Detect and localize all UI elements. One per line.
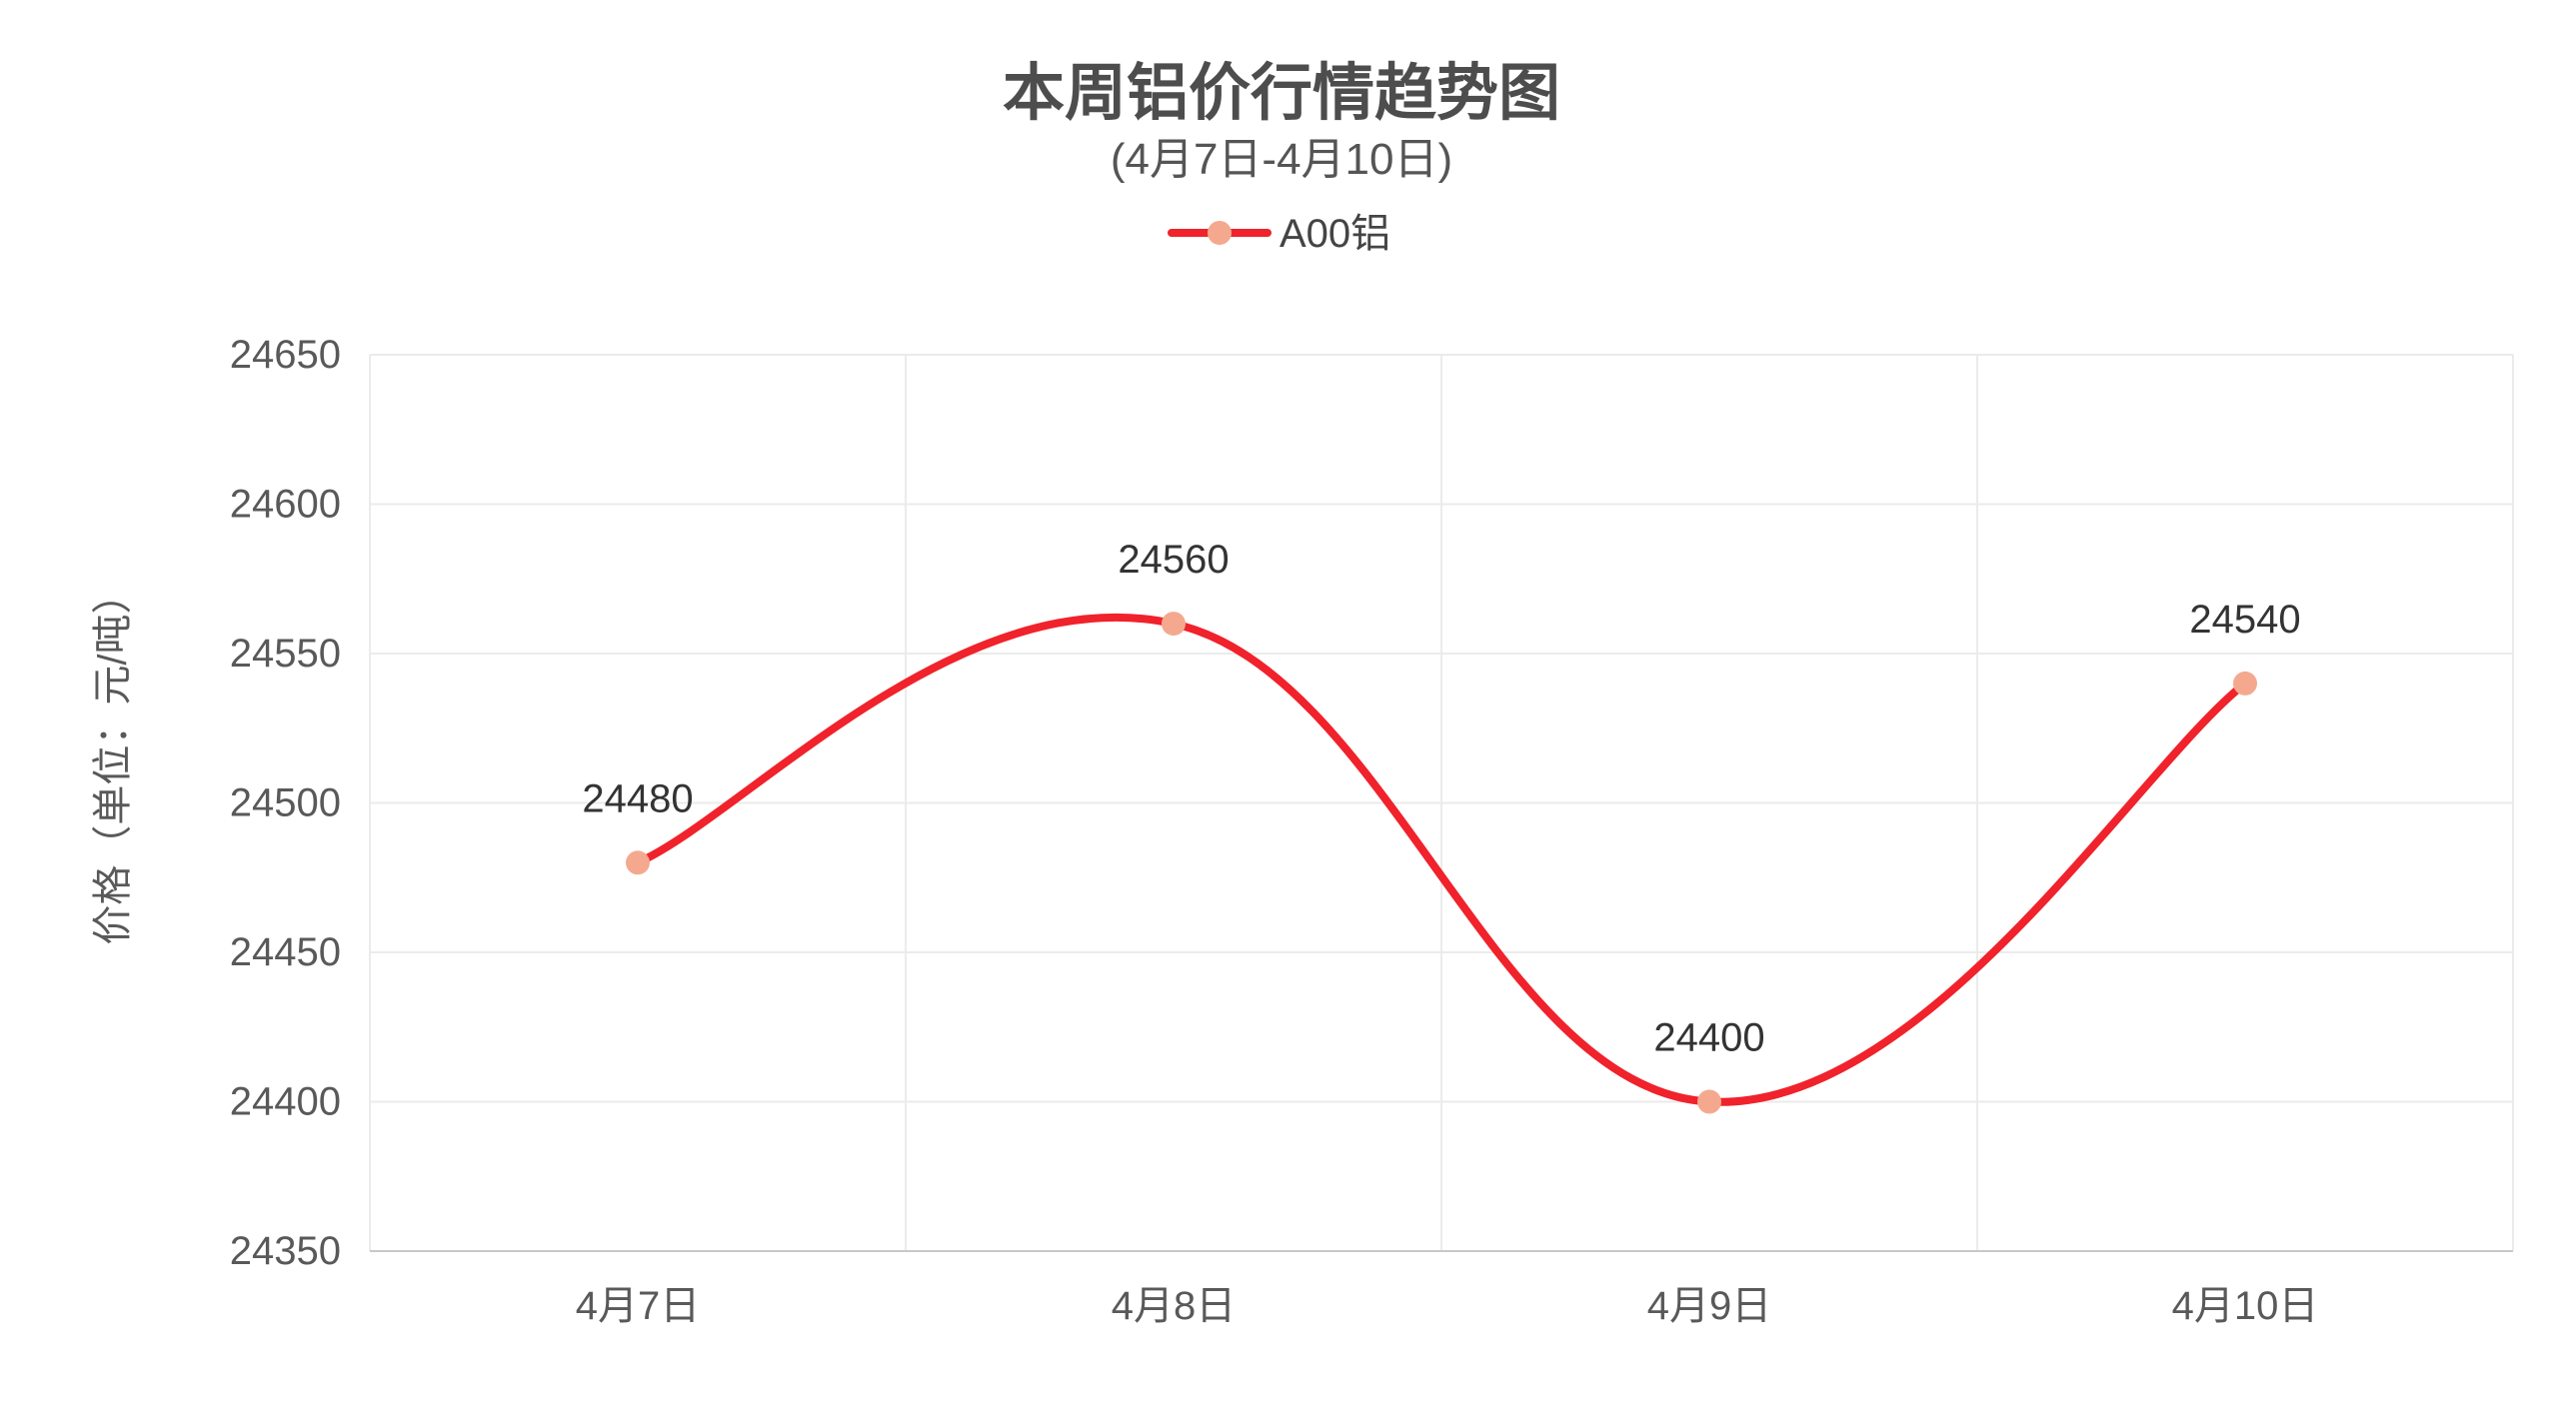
data-label: 24480 [582, 776, 693, 820]
y-tick-label: 24350 [230, 1229, 341, 1273]
x-tick-label: 4月10日 [2172, 1284, 2319, 1328]
x-tick-label: 4月8日 [1112, 1284, 1237, 1328]
data-label: 24560 [1118, 538, 1229, 582]
legend-marker-swatch [1208, 221, 1232, 245]
data-label: 24400 [1653, 1016, 1764, 1060]
legend: A00铝 [1168, 212, 1390, 256]
data-point-marker [626, 850, 650, 875]
y-tick-label: 24500 [230, 781, 341, 825]
series-line [634, 613, 2249, 1106]
data-label: 24540 [2189, 598, 2300, 642]
data-point-marker [2233, 671, 2257, 696]
legend-label: A00铝 [1280, 212, 1390, 256]
series-a00 [626, 612, 2257, 1114]
tick-labels: 24350 24400 24450 24500 24550 24600 24650 4月7日 4… [230, 333, 2319, 1328]
y-tick-label: 24400 [230, 1080, 341, 1124]
y-tick-label: 24600 [230, 483, 341, 527]
x-tick-label: 4月9日 [1647, 1284, 1772, 1328]
y-tick-label: 24450 [230, 930, 341, 974]
y-tick-label: 24650 [230, 333, 341, 377]
chart-subtitle: (4月7日-4月10日) [1111, 135, 1452, 184]
data-point-marker [1697, 1089, 1721, 1114]
y-tick-label: 24550 [230, 632, 341, 676]
data-point-marker [1162, 612, 1186, 637]
data-labels: 24480 24560 24400 24540 [582, 538, 2300, 1059]
x-tick-label: 4月7日 [576, 1284, 701, 1328]
chart-title: 本周铝价行情趋势图 [1003, 59, 1560, 128]
y-axis-title: 价格（单位：元/吨） [91, 574, 135, 944]
